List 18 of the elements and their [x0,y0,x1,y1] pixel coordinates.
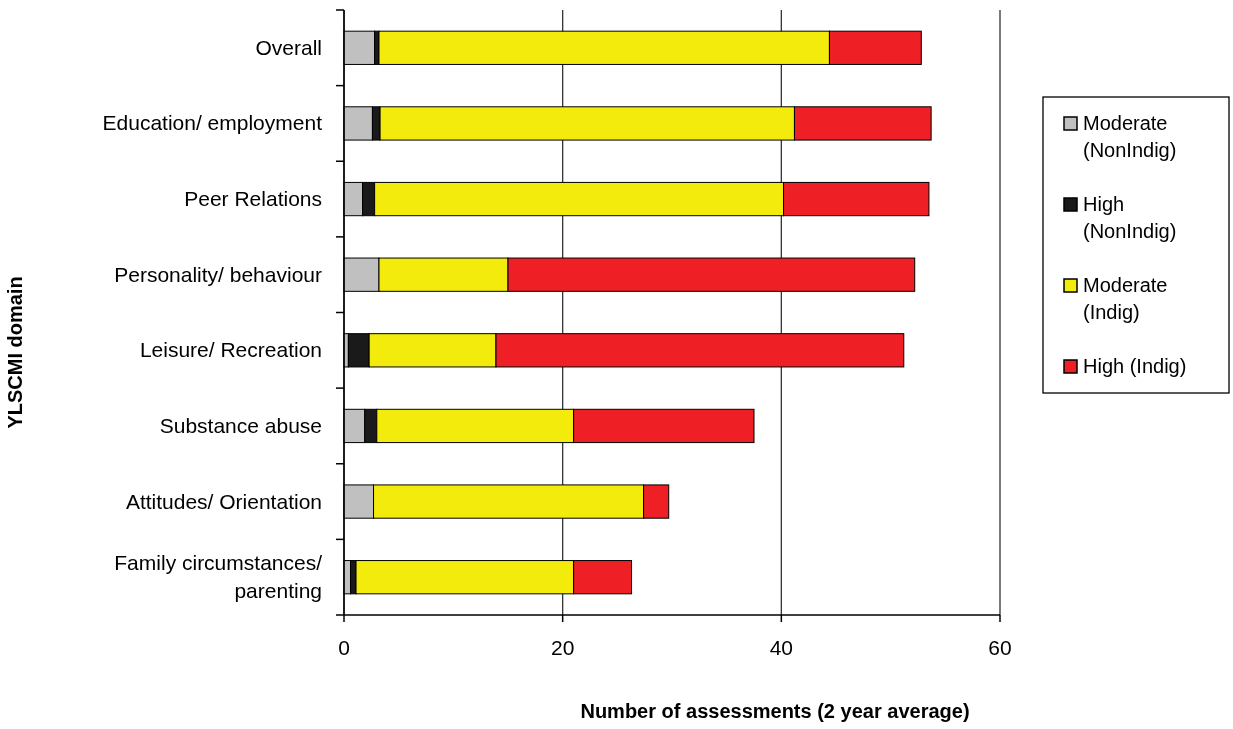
y-tick-label: Attitudes/ Orientation [125,489,322,513]
y-tick-label: Leisure/ Recreation [139,338,322,362]
y-axis-title: YLSCMI domain [4,276,26,429]
y-tick-label: Substance abuse [159,413,322,437]
x-tick-label: 0 [338,636,350,659]
x-tick-label: 40 [769,636,794,659]
y-tick-label: Education/ employment [102,111,323,135]
y-tick-label: Overall [255,35,322,59]
legend-label: Moderate (NonIndig) [1083,112,1177,161]
y-tick-label: Peer Relations [184,187,322,211]
y-tick-label: Personality/ behaviour [114,262,322,286]
legend-label: High (Indig) [1083,355,1187,377]
y-tick-label: Family circumstances/ parenting [114,551,323,603]
x-axis-title: Number of assessments (2 year average) [580,700,970,722]
legend-label: High (NonIndig) [1083,193,1177,242]
x-tick-label: 20 [550,636,575,659]
legend-label: Moderate (Indig) [1083,274,1168,323]
x-tick-label: 60 [988,636,1012,659]
